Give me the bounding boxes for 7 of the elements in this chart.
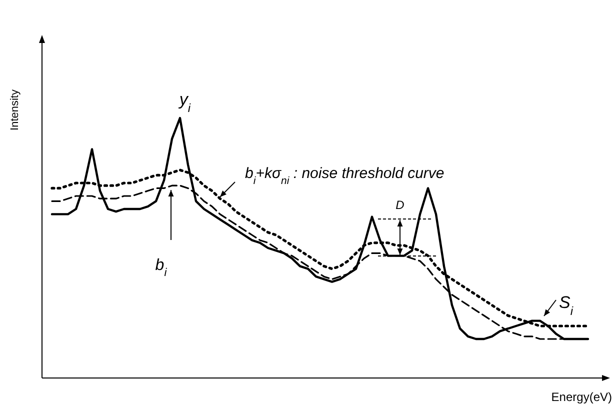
annotation: b$_{i}$ [155,257,168,279]
x-axis-title: Energy(eV) [551,390,612,404]
y-axis-title: Intensity [9,89,21,130]
text: y$_{i}$ [178,90,191,115]
annotation: S$_{i}$ [559,293,574,318]
annotation: b$_{i}$+kσ$_{ni}$ : noise threshold curve [245,165,444,187]
annotation: D [396,198,405,212]
